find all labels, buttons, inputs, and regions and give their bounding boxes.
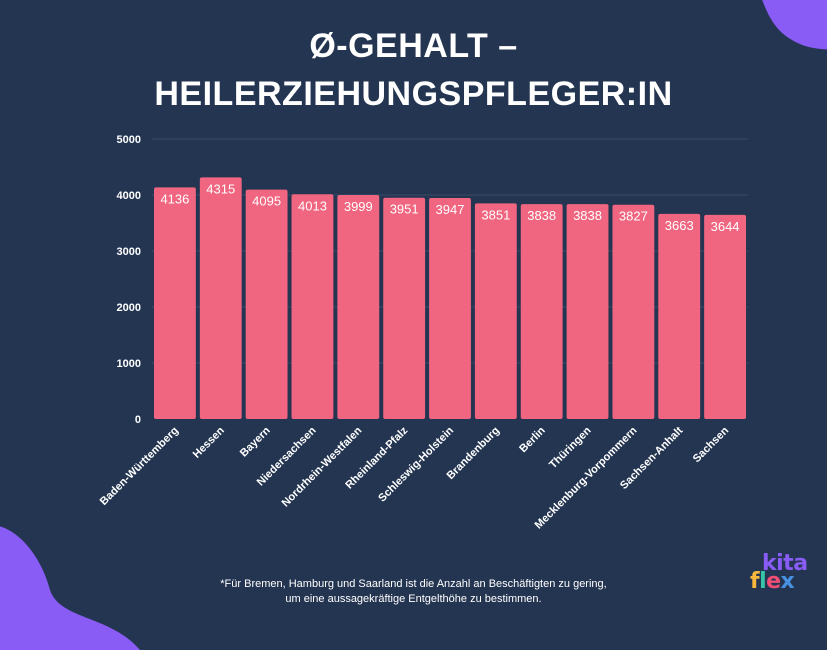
footnote: *Für Bremen, Hamburg und Saarland ist di…: [0, 577, 827, 607]
bar-value-label: 3838: [573, 208, 602, 223]
logo-letter: f: [750, 569, 760, 594]
bar-value-label: 4095: [252, 194, 281, 209]
bar-value-label: 3838: [527, 208, 556, 223]
chart-title-line1: Ø-GEHALT –: [309, 27, 518, 65]
x-tick-label: Bayern: [238, 424, 273, 459]
logo-flex-text: flex: [750, 569, 795, 594]
bar-chart: 0 1000 2000 3000 4000 5000 4136 Baden-Württembe…: [98, 134, 748, 532]
bar: [199, 177, 242, 419]
x-tick-label: Thüringen: [547, 424, 594, 471]
bar-value-label: 3827: [619, 209, 648, 224]
x-tick-label: Baden-Württemberg: [98, 425, 181, 508]
bar-value-label: 3644: [711, 219, 740, 234]
bar: [383, 197, 426, 419]
y-tick-label: 0: [135, 414, 141, 426]
y-tick-label: 1000: [117, 358, 141, 370]
bar-value-label: 4136: [160, 191, 189, 206]
chart-title-line2: HEILERZIEHUNGSPFLEGER:IN: [154, 75, 673, 113]
bar-value-label: 4315: [206, 181, 235, 196]
bar-value-label: 3663: [665, 218, 694, 233]
decorative-blob-top-right: [762, 0, 827, 50]
bar: [154, 187, 196, 419]
x-tick-label: Schleswig-Holstein: [376, 424, 456, 504]
footnote-line2: um eine aussagekräftige Entgelthöhe zu b…: [285, 593, 542, 605]
kitaflex-logo: kita flex: [748, 551, 812, 597]
bar: [566, 204, 609, 419]
logo-letter: x: [780, 569, 795, 594]
bar-value-label: 3999: [344, 199, 373, 214]
bar: [337, 195, 380, 419]
bar: [291, 194, 334, 419]
logo-letter: e: [766, 569, 781, 594]
y-tick-label: 2000: [117, 302, 141, 314]
y-tick-label: 4000: [117, 190, 141, 202]
bar: [245, 189, 288, 419]
bar: [658, 213, 701, 419]
bar-value-label: 3947: [436, 202, 465, 217]
bar: [612, 204, 655, 419]
x-tick-label: Nordrhein-Westfalen: [280, 424, 365, 509]
logo-kita-text: kita: [762, 551, 808, 576]
bar: [520, 204, 563, 419]
bar: [429, 197, 471, 419]
x-tick-label: Hessen: [191, 424, 227, 460]
bar: [704, 214, 746, 419]
logo-letter: l: [759, 569, 767, 594]
chart-title: Ø-GEHALT – HEILERZIEHUNGSPFLEGER:IN: [0, 22, 827, 118]
x-tick-label: Berlin: [517, 424, 548, 455]
x-tick-label: Sachsen: [691, 424, 732, 465]
bar-value-label: 3951: [390, 202, 419, 217]
bar-value-label: 3851: [481, 207, 510, 222]
bar: [474, 203, 517, 419]
footnote-line1: *Für Bremen, Hamburg und Saarland ist di…: [220, 578, 607, 590]
y-tick-label: 3000: [117, 246, 141, 258]
bar-value-label: 4013: [298, 198, 327, 213]
y-tick-label: 5000: [117, 134, 141, 146]
decorative-blob-bottom-left: [0, 526, 140, 650]
